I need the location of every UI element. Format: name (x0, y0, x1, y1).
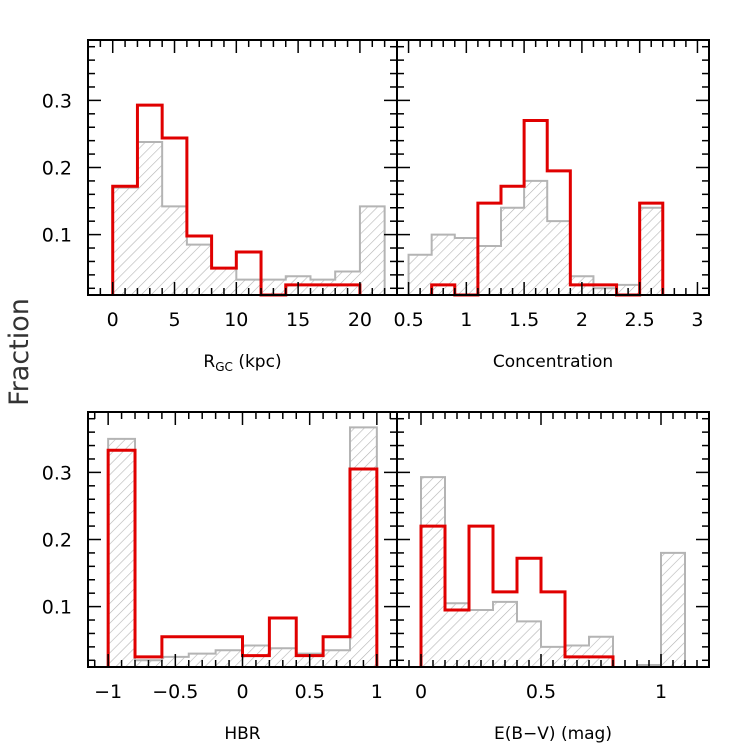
comparison-outline-hbr (107, 426, 378, 667)
x-tick-label-hbr: 1 (371, 681, 383, 703)
x-axis-label-concentration: Concentration (493, 352, 613, 372)
comparison-bar-ebv-2 (469, 609, 493, 667)
x-tick-label-hbr: 0 (236, 681, 248, 703)
y-axis-label: Fraction (4, 298, 35, 406)
y-tick-label-rgc: 0.3 (42, 90, 72, 112)
comparison-bar-rgc-5 (236, 279, 262, 295)
x-tick-label-rgc: 5 (168, 309, 180, 331)
x-tick-label-concentration: 1.5 (509, 309, 539, 331)
red-histogram-hbr (106, 448, 379, 667)
comparison-bar-concentration-6 (547, 221, 571, 295)
x-axis-label-rgc: RGC (kpc) (203, 352, 281, 374)
panel-concentration: 0.5 1 1.5 2 2.5 3 Concentration (393, 39, 710, 372)
comparison-bar-ebv-1 (445, 603, 469, 667)
x-tick-label-concentration: 2 (576, 309, 588, 331)
x-tick-label-rgc: 20 (348, 309, 372, 331)
comparison-bar-hbr-4 (215, 650, 243, 667)
comparison-outline-concentration (407, 179, 664, 295)
x-tick-label-concentration: 1 (460, 309, 472, 331)
comparison-bar-concentration-0 (408, 254, 432, 295)
comparison-bar-concentration-1 (431, 234, 455, 295)
comparison-bar-rgc-10 (359, 206, 385, 295)
x-tick-label-rgc: 15 (286, 309, 310, 331)
comparison-bar-concentration-10 (639, 207, 663, 295)
comparison-outline-rgc (111, 141, 386, 295)
comparison-bar-concentration-5 (524, 180, 548, 295)
comparison-bar-ebv-5 (541, 646, 565, 667)
x-axis-label-ebv: E(B−V) (mag) (494, 724, 612, 744)
red-histogram-rgc (111, 103, 362, 297)
comparison-bar-hbr-6 (269, 648, 297, 667)
comparison-bar-rgc-2 (162, 206, 187, 295)
red-histogram-ebv (419, 524, 615, 667)
comparison-bar-rgc-9 (335, 271, 360, 295)
x-axis-label-hbr: HBR (224, 724, 260, 744)
comparison-bar-hbr-0 (108, 438, 136, 667)
x-tick-label-rgc: 0 (107, 309, 119, 331)
comparison-bar-rgc-0 (112, 187, 138, 295)
x-tick-label-ebv: 0 (415, 681, 427, 703)
x-tick-label-rgc: 10 (224, 309, 248, 331)
y-tick-label-rgc: 0.1 (42, 225, 72, 247)
x-tick-label-concentration: 3 (691, 309, 703, 331)
comparison-bar-concentration-2 (454, 237, 478, 295)
comparison-bar-hbr-8 (323, 650, 350, 667)
comparison-bar-ebv-4 (517, 621, 541, 667)
comparison-outline-ebv (420, 476, 686, 668)
y-tick-label-hbr: 0.2 (42, 530, 72, 552)
y-tick-label-rgc: 0.2 (42, 158, 72, 180)
y-tick-label-hbr: 0.3 (42, 462, 72, 484)
x-tick-label-hbr: −1 (94, 681, 122, 703)
panel-ebv: 0 0.5 1 E(B−V) (mag) (396, 411, 710, 744)
comparison-bar-rgc-8 (310, 279, 336, 295)
comparison-bar-hbr-9 (349, 427, 377, 667)
comparison-bar-concentration-3 (477, 246, 501, 295)
panel-rgc: 0 5 10 15 20 0.1 0.2 0.3 RGC (kpc) (42, 39, 398, 374)
x-tick-label-ebv: 1 (655, 681, 667, 703)
comparison-bar-rgc-3 (186, 244, 212, 295)
comparison-bar-concentration-4 (501, 207, 525, 295)
x-tick-label-ebv: 0.5 (526, 681, 556, 703)
comparison-bar-ebv-3 (493, 601, 517, 667)
comparison-bar-ebv-10 (661, 552, 685, 667)
x-tick-label-hbr: −0.5 (152, 681, 198, 703)
x-tick-label-concentration: 2.5 (625, 309, 655, 331)
x-tick-label-concentration: 0.5 (393, 309, 423, 331)
y-tick-label-hbr: 0.1 (42, 597, 72, 619)
panel-hbr: −1 −0.5 0 0.5 1 0.1 0.2 0.3 HBR (42, 411, 398, 744)
comparison-bar-rgc-1 (137, 142, 163, 295)
comparison-bar-ebv-0 (421, 477, 445, 667)
comparison-bar-rgc-6 (261, 279, 286, 295)
x-tick-label-hbr: 0.5 (295, 681, 325, 703)
